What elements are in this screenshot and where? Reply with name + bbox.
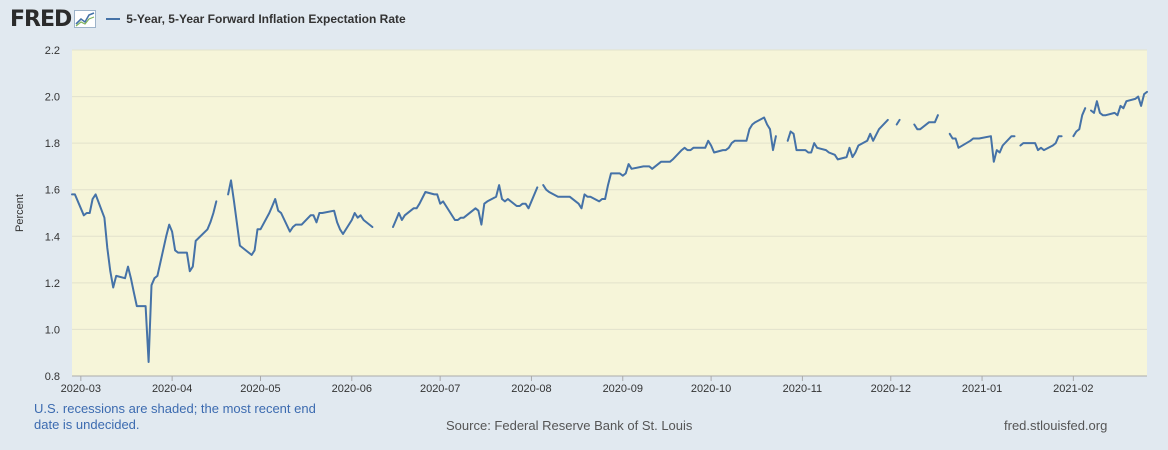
series-line-segment: [392, 184, 539, 228]
x-tick-label: 2021-02: [1053, 383, 1093, 395]
series-line-segment: [1090, 90, 1148, 117]
chart-line-icon: [74, 10, 97, 28]
x-tick-label: 2020-06: [332, 383, 372, 395]
fred-logo[interactable]: FRED: [10, 6, 72, 32]
y-tick-label: 0.8: [45, 371, 60, 383]
chart-legend: 5-Year, 5-Year Forward Inflation Expecta…: [106, 12, 406, 26]
x-tick-label: 2020-10: [691, 383, 731, 395]
y-tick-label: 1.0: [45, 324, 60, 336]
series-line-segment: [895, 118, 901, 126]
series-layer: [71, 90, 1148, 363]
y-tick-label: 1.2: [45, 278, 60, 290]
series-line-segment: [948, 132, 1016, 163]
x-tick-label: 2020-07: [420, 383, 460, 395]
series-line-segment: [227, 179, 374, 256]
y-tick-label: 1.8: [45, 138, 60, 150]
x-tick-label: 2020-09: [603, 383, 643, 395]
series-line-segment: [542, 116, 777, 210]
series-line-segment: [786, 118, 889, 161]
recession-footnote: U.S. recessions are shaded; the most rec…: [34, 401, 316, 432]
y-tick-label: 1.6: [45, 185, 60, 197]
x-axis: 2020-03 2020-04 2020-05 2020-06 2020-07 2020-…: [61, 375, 1147, 395]
site-link[interactable]: fred.stlouisfed.org: [1004, 418, 1108, 433]
y-tick-label: 2.0: [45, 92, 60, 104]
x-tick-label: 2020-03: [61, 383, 101, 395]
x-tick-label: 2020-05: [240, 383, 280, 395]
legend-swatch: [106, 18, 121, 20]
series-line-segment: [1072, 107, 1087, 138]
header: FRED 5-Year, 5-Year Forward Inflation Ex…: [10, 6, 406, 32]
x-tick-label: 2021-01: [962, 383, 1002, 395]
y-axis: 0.8 1.0 1.2 1.4 1.6 1.8 2.0 2.2: [45, 45, 60, 383]
y-axis-label: Percent: [14, 194, 26, 232]
y-tick-label: 2.2: [45, 45, 60, 57]
x-tick-label: 2020-11: [783, 383, 823, 395]
source-text: Source: Federal Reserve Bank of St. Loui…: [446, 418, 693, 433]
series-line-segment: [1019, 135, 1063, 152]
x-tick-label: 2020-04: [152, 383, 192, 395]
plot-area: [72, 50, 1147, 376]
legend-label: 5-Year, 5-Year Forward Inflation Expecta…: [126, 12, 406, 26]
series-line-segment: [71, 193, 218, 363]
y-tick-label: 1.4: [45, 231, 60, 243]
series-line-segment: [913, 114, 939, 131]
x-tick-label: 2020-12: [871, 383, 911, 395]
x-tick-label: 2020-08: [511, 383, 551, 395]
